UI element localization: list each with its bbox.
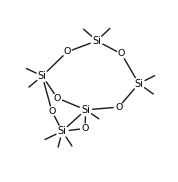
Text: O: O (54, 94, 61, 103)
Text: Si: Si (58, 126, 67, 136)
Circle shape (91, 35, 103, 47)
Text: Si: Si (92, 36, 101, 46)
Text: O: O (48, 107, 56, 116)
Text: O: O (81, 124, 89, 133)
Text: O: O (63, 47, 71, 56)
Circle shape (53, 94, 62, 102)
Circle shape (63, 48, 72, 56)
Text: Si: Si (81, 105, 90, 115)
Circle shape (48, 107, 56, 116)
Circle shape (133, 78, 145, 89)
Text: Si: Si (38, 71, 47, 81)
Text: O: O (115, 103, 122, 112)
Circle shape (80, 104, 91, 116)
Circle shape (117, 50, 126, 58)
Text: Si: Si (134, 79, 143, 89)
Circle shape (114, 103, 123, 112)
Circle shape (81, 124, 89, 133)
Text: O: O (118, 50, 125, 58)
Circle shape (36, 70, 48, 82)
Circle shape (56, 125, 68, 137)
